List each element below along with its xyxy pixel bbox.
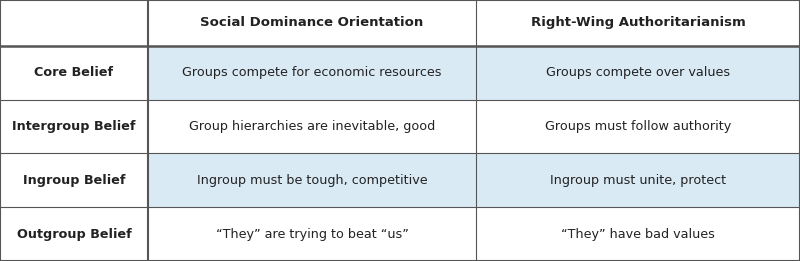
Text: Right-Wing Authoritarianism: Right-Wing Authoritarianism: [530, 16, 746, 29]
Text: Intergroup Belief: Intergroup Belief: [12, 120, 136, 133]
Text: Ingroup Belief: Ingroup Belief: [22, 174, 126, 187]
Bar: [0, 46, 800, 99]
Bar: [0, 207, 800, 261]
Text: Ingroup must be tough, competitive: Ingroup must be tough, competitive: [197, 174, 427, 187]
Text: Groups compete over values: Groups compete over values: [546, 66, 730, 79]
Bar: [148, 46, 800, 99]
Text: Group hierarchies are inevitable, good: Group hierarchies are inevitable, good: [189, 120, 435, 133]
Bar: [148, 153, 800, 207]
Text: Social Dominance Orientation: Social Dominance Orientation: [200, 16, 424, 29]
Text: “They” are trying to beat “us”: “They” are trying to beat “us”: [215, 228, 409, 241]
Text: Groups compete for economic resources: Groups compete for economic resources: [182, 66, 442, 79]
Text: Outgroup Belief: Outgroup Belief: [17, 228, 131, 241]
Bar: [0, 99, 800, 153]
Bar: [0, 153, 800, 207]
Text: Groups must follow authority: Groups must follow authority: [545, 120, 731, 133]
Bar: [0, 0, 800, 46]
Text: Ingroup must unite, protect: Ingroup must unite, protect: [550, 174, 726, 187]
Text: Core Belief: Core Belief: [34, 66, 114, 79]
Text: “They” have bad values: “They” have bad values: [561, 228, 715, 241]
